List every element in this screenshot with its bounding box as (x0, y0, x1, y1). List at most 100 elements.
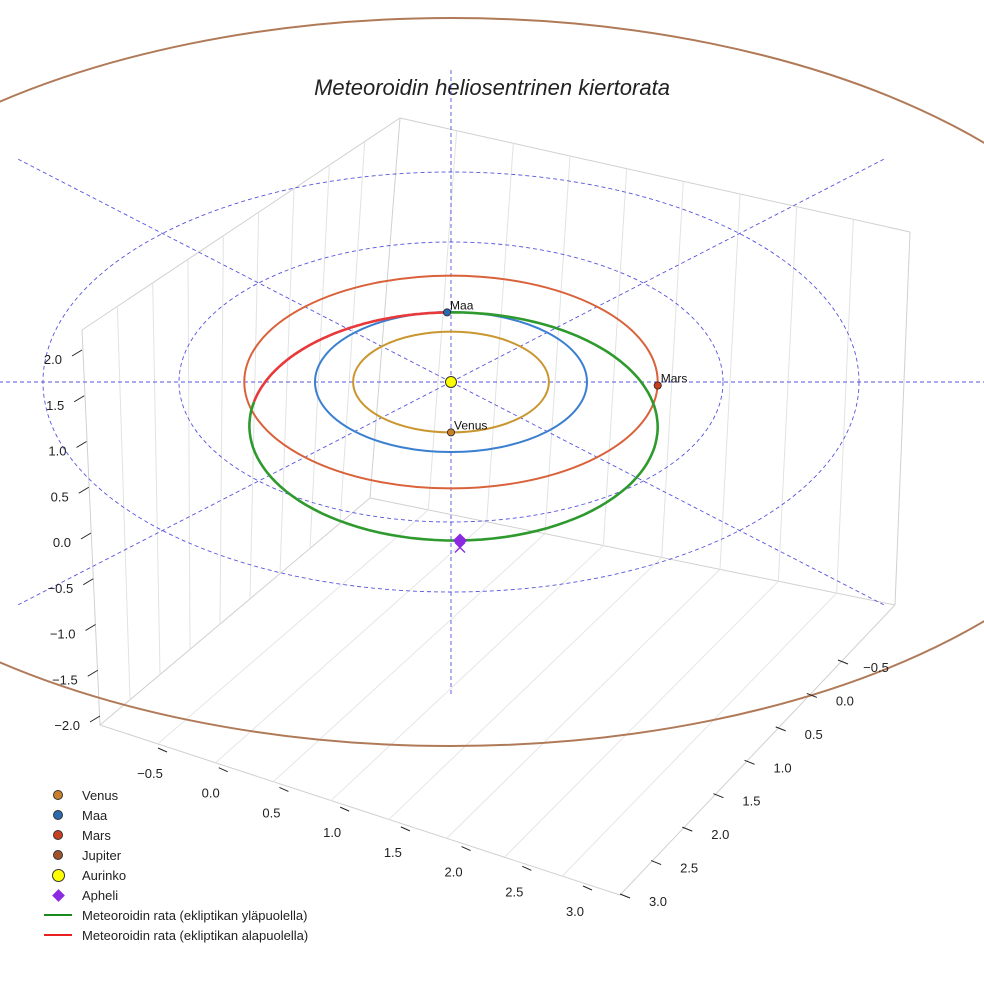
y-tick-label: 3.0 (649, 894, 667, 909)
pane-gridline (219, 235, 224, 625)
planet-label-maa: Maa (450, 298, 474, 312)
aphelion-cross (454, 542, 466, 554)
z-tick-label: 1.0 (48, 444, 66, 459)
axes-edge (399, 117, 911, 233)
x-tick-mark (522, 865, 532, 871)
planet-label-mars: Mars (661, 372, 688, 386)
z-tick-mark (82, 578, 94, 586)
x-tick-mark (582, 885, 593, 891)
meteoroid-orbit (248, 311, 660, 542)
legend-maa-marker (53, 810, 63, 820)
z-tick-mark (71, 349, 83, 357)
pane-gridline (777, 206, 798, 582)
pane-gridline (157, 509, 429, 745)
legend-label: Aurinko (82, 867, 127, 883)
orbit-jupiter (0, 17, 984, 747)
pane-gridline (719, 193, 741, 570)
pane-gridline (504, 580, 779, 858)
legend-label: Maa (82, 807, 108, 823)
legend-item: Apheli (40, 885, 308, 905)
x-tick-mark (218, 767, 228, 773)
legend-label: Mars (82, 827, 111, 843)
legend-label: Jupiter (82, 847, 122, 863)
legend-venus-marker (53, 790, 63, 800)
legend-label: Meteoroidin rata (ekliptikan alapuolella… (82, 927, 309, 943)
y-tick-mark (650, 860, 662, 866)
sun-marker (445, 376, 457, 388)
legend-mars-marker (53, 830, 63, 840)
markers: Venus Maa Mars (443, 298, 688, 554)
z-tick-label: −1.0 (50, 627, 76, 642)
z-tick-mark (87, 669, 99, 677)
x-tick-mark (339, 806, 350, 812)
z-tick-label: −0.5 (48, 581, 74, 596)
axes-edge (619, 604, 896, 896)
y-tick-mark (775, 726, 786, 732)
x-tick-mark (400, 826, 411, 832)
pane-gridline (427, 130, 458, 510)
planet-venus (446, 428, 455, 437)
pane-gridline (446, 568, 721, 839)
pane-gridline (152, 282, 161, 675)
legend-item: Jupiter (40, 845, 308, 865)
legend-above-line (44, 914, 72, 916)
pane-gridline (486, 143, 514, 522)
legend-item: Venus (40, 785, 308, 805)
pane-gridline (339, 141, 366, 524)
legend-below-line (44, 934, 72, 936)
ecliptic-radial (450, 381, 884, 606)
pane-gridline (309, 165, 330, 549)
meteoroid-orbit-below (252, 311, 448, 403)
x-tick-mark (157, 747, 168, 753)
z-tick-mark (89, 715, 101, 723)
pane-gridline (330, 545, 604, 801)
x-tick-label: 2.5 (505, 884, 523, 899)
y-tick-mark (806, 692, 818, 698)
z-tick-label: −2.0 (54, 718, 80, 733)
pane-gridline (544, 155, 571, 534)
axes-edge (81, 329, 101, 726)
z-tick-label: 2.0 (44, 352, 62, 367)
legend-sun-marker (51, 868, 65, 882)
x-tick-mark (279, 786, 289, 792)
legend-item: Maa (40, 805, 308, 825)
y-tick-label: 2.5 (680, 861, 698, 876)
x-tick-label: 3.0 (566, 904, 584, 919)
chart-title: Meteoroidin heliosentrinen kiertorata (314, 75, 670, 100)
legend-aphelion-marker (51, 888, 65, 902)
legend-label: Apheli (82, 887, 119, 903)
ecliptic-radial (450, 158, 884, 383)
pane-gridline (279, 188, 295, 574)
z-tick-mark (73, 395, 85, 403)
z-tick-mark (80, 532, 92, 540)
legend: Venus Maa Mars Jupiter Aurinko Apheli Me… (40, 785, 308, 945)
axes-box (81, 117, 911, 896)
z-tick-mark (85, 624, 96, 631)
pane-gridline (249, 212, 260, 599)
x-tick-mark (461, 846, 471, 852)
x-tick-label: −0.5 (137, 766, 163, 781)
ecliptic-radial (18, 381, 452, 606)
axes-edge (894, 231, 911, 606)
legend-label: Meteoroidin rata (ekliptikan yläpuolella… (82, 907, 308, 923)
y-tick-label: 0.5 (805, 727, 823, 742)
planet-mars (653, 381, 662, 390)
legend-item: Meteoroidin rata (ekliptikan alapuolella… (40, 925, 308, 945)
y-tick-mark (744, 759, 755, 765)
pane-gridline (836, 219, 854, 594)
legend-item: Meteoroidin rata (ekliptikan yläpuolella… (40, 905, 308, 925)
pane-gridline (661, 181, 684, 558)
y-tick-mark (682, 826, 693, 832)
axis-ticks: −0.5 0.0 0.5 1.0 1.5 2.0 2.5 3.0 −0.5 0.0 0.5 1.0 1.… (44, 349, 889, 919)
pane-gridline (388, 557, 663, 820)
axes-edge (99, 724, 621, 896)
ecliptic-grid (0, 67, 984, 697)
x-tick-label: 0.5 (262, 805, 280, 820)
meteoroid-orbit-above (248, 311, 660, 542)
pane-gridline (187, 259, 191, 650)
pane-gridline (215, 521, 487, 764)
axes-edge (369, 497, 896, 606)
legend-item: Aurinko (40, 865, 308, 885)
legend-label: Venus (82, 787, 119, 803)
